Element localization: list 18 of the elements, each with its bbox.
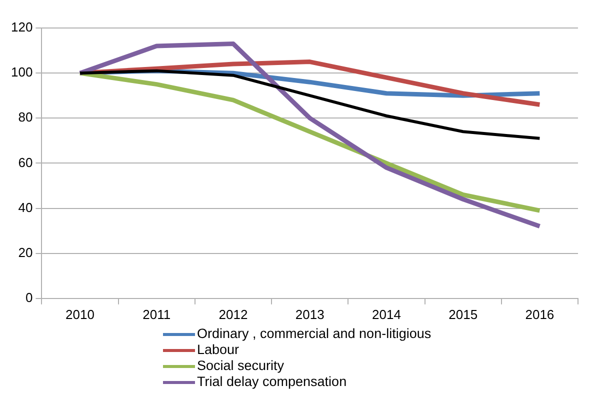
- x-tick-label: 2016: [525, 306, 554, 322]
- legend-label: Labour: [197, 342, 240, 358]
- x-tick-label: 2013: [295, 306, 324, 322]
- legend-label: Social security: [197, 358, 284, 374]
- y-tick-label: 60: [18, 154, 33, 170]
- x-tick-label: 2014: [372, 306, 401, 322]
- x-tick-label: 2010: [66, 306, 94, 322]
- legend-label: Trial delay compensation: [197, 374, 347, 390]
- legend-label: Ordinary , commercial and non-litigious: [197, 326, 432, 342]
- x-tick-label: 2012: [218, 306, 248, 322]
- y-tick-label: 0: [25, 290, 33, 305]
- y-tick-label: 100: [10, 64, 33, 80]
- x-tick-label: 2015: [448, 306, 478, 322]
- x-tick-label: 2011: [142, 306, 171, 322]
- y-tick-label: 120: [10, 20, 33, 35]
- y-tick-label: 40: [18, 200, 33, 215]
- y-tick-label: 80: [18, 110, 33, 125]
- y-tick-label: 20: [18, 244, 33, 260]
